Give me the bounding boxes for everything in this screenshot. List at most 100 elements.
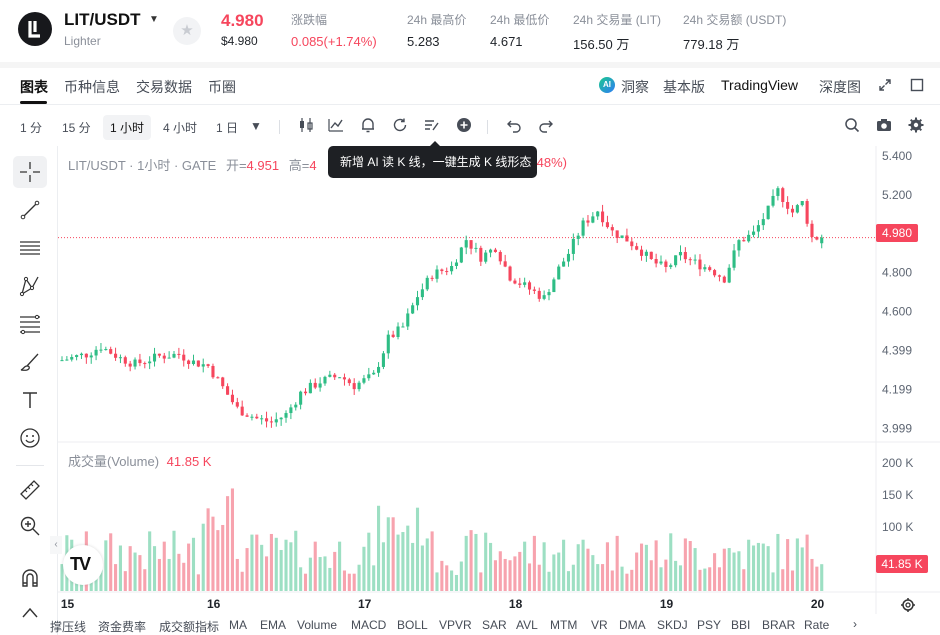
- timeframe-dropdown-icon[interactable]: ▼: [250, 119, 262, 133]
- pattern-tool-icon[interactable]: [13, 270, 47, 302]
- candle-body: [747, 234, 751, 242]
- indicator-next-icon[interactable]: ›: [853, 617, 857, 631]
- indicator-vpvr[interactable]: VPVR: [439, 618, 472, 632]
- timeframe-1m[interactable]: 1 分: [20, 121, 43, 135]
- settings-icon[interactable]: [907, 116, 925, 134]
- indicator-brar[interactable]: BRAR: [762, 618, 796, 632]
- candle-body: [644, 251, 648, 256]
- indicator-psy[interactable]: PSY: [697, 618, 722, 632]
- collapse-sidebar-icon[interactable]: ‹: [50, 536, 62, 554]
- depth-chart-button[interactable]: 深度图: [819, 79, 861, 95]
- tab-chart[interactable]: 图表: [20, 79, 48, 95]
- volume-axis-label: 200 K: [882, 456, 913, 470]
- indicator-bbi[interactable]: BBI: [731, 618, 751, 632]
- favorite-star-icon[interactable]: ★: [173, 17, 201, 45]
- timeframe-15m[interactable]: 15 分: [62, 121, 91, 135]
- candle-body: [625, 235, 629, 242]
- candle-body: [230, 394, 234, 403]
- volume-bar: [727, 548, 731, 591]
- volume-bar: [581, 539, 585, 591]
- crosshair-icon[interactable]: [13, 156, 47, 188]
- replay-icon[interactable]: [391, 116, 409, 134]
- indicator-mtm[interactable]: MTM: [550, 618, 578, 632]
- pair-title[interactable]: LIT/USDT: [64, 10, 141, 29]
- candle-body: [347, 379, 351, 384]
- insight-button[interactable]: 洞察: [621, 79, 649, 95]
- indicator-macd[interactable]: MACD: [351, 618, 387, 632]
- candle-body: [333, 374, 337, 378]
- popout-window-icon[interactable]: [910, 78, 924, 95]
- indicator-ema[interactable]: EMA: [260, 618, 287, 632]
- add-indicator-icon[interactable]: [455, 116, 473, 134]
- candle-body: [338, 377, 342, 379]
- candle-body: [820, 237, 824, 244]
- alert-icon[interactable]: [359, 116, 377, 134]
- tradingview-logo[interactable]: TV: [63, 545, 103, 585]
- chart-background: [58, 146, 940, 614]
- trend-line-icon[interactable]: [13, 194, 47, 226]
- ai-insight-icon[interactable]: AI: [599, 77, 615, 93]
- timeframe-1h[interactable]: 1 小时: [103, 115, 152, 140]
- indicator-funding-rate[interactable]: 资金费率: [98, 620, 147, 634]
- horizontal-lines-icon[interactable]: [13, 232, 47, 264]
- timeframe-1d[interactable]: 1 日: [216, 121, 239, 135]
- candle-body: [65, 359, 69, 361]
- volume-bar: [771, 572, 775, 591]
- candle-body: [713, 270, 717, 276]
- fib-icon[interactable]: [13, 308, 47, 340]
- timeframe-4h[interactable]: 4 小时: [163, 121, 198, 135]
- tradingview-button[interactable]: TradingView: [721, 77, 799, 93]
- volume-bar: [303, 573, 308, 591]
- tab-community[interactable]: 币圈: [208, 79, 236, 95]
- tab-coin-info[interactable]: 币种信息: [64, 79, 120, 95]
- lock-drawings-icon[interactable]: [13, 600, 47, 632]
- indicator-boll[interactable]: BOLL: [397, 618, 428, 632]
- stat-label: 24h 交易额 (USDT): [683, 13, 787, 27]
- indicator-sar[interactable]: SAR: [482, 618, 507, 632]
- candle-type-icon[interactable]: [297, 116, 315, 134]
- emoji-icon[interactable]: [13, 422, 47, 454]
- candle-body: [308, 382, 312, 394]
- ruler-icon[interactable]: [13, 474, 47, 506]
- redo-icon[interactable]: [537, 116, 555, 134]
- tab-trading-data[interactable]: 交易数据: [136, 79, 192, 95]
- indicator-avl[interactable]: AVL: [516, 618, 538, 632]
- last-price-usd: $4.980: [221, 34, 258, 48]
- price-chart[interactable]: 5.400 5.200 4.800 4.600 4.399 4.199 3.999 200 K…: [58, 146, 940, 614]
- indicator-rate[interactable]: Rate: [804, 618, 830, 632]
- indicator-skdj[interactable]: SKDJ: [657, 618, 688, 632]
- candle-body: [216, 377, 220, 379]
- drawing-tools-sidebar: [0, 146, 58, 635]
- pair-dropdown-icon[interactable]: ▼: [149, 14, 159, 25]
- undo-icon[interactable]: [505, 116, 523, 134]
- candle-body: [678, 251, 683, 256]
- chart-settings-icon[interactable]: [899, 596, 917, 614]
- volume-bar: [274, 537, 278, 591]
- candle-body: [649, 251, 653, 259]
- text-tool-icon[interactable]: [13, 384, 47, 416]
- camera-icon[interactable]: [875, 116, 893, 134]
- brush-icon[interactable]: [13, 346, 47, 378]
- volume-bar: [786, 539, 790, 591]
- candle-body: [693, 259, 697, 261]
- indicator-dma[interactable]: DMA: [619, 618, 646, 632]
- candle-body: [635, 246, 639, 250]
- volume-bar: [313, 541, 317, 591]
- basic-view-button[interactable]: 基本版: [663, 79, 705, 95]
- candle-body: [342, 377, 347, 380]
- indicator-ma[interactable]: MA: [229, 618, 247, 632]
- indicator-support-resistance[interactable]: 撑压线: [50, 620, 87, 634]
- pattern-icon[interactable]: [423, 116, 441, 134]
- volume-bar: [260, 544, 264, 591]
- zoom-in-icon[interactable]: [13, 510, 47, 542]
- search-icon[interactable]: [843, 116, 861, 134]
- volume-bar: [469, 530, 473, 591]
- volume-bar: [615, 535, 619, 591]
- expand-icon[interactable]: [878, 78, 892, 95]
- magnet-icon[interactable]: [13, 562, 47, 594]
- indicator-turnover[interactable]: 成交额指标: [159, 620, 220, 634]
- indicator-volume[interactable]: Volume: [297, 618, 338, 632]
- indicator-vr[interactable]: VR: [591, 618, 608, 632]
- indicators-icon[interactable]: [327, 116, 345, 134]
- volume-bar: [820, 564, 824, 591]
